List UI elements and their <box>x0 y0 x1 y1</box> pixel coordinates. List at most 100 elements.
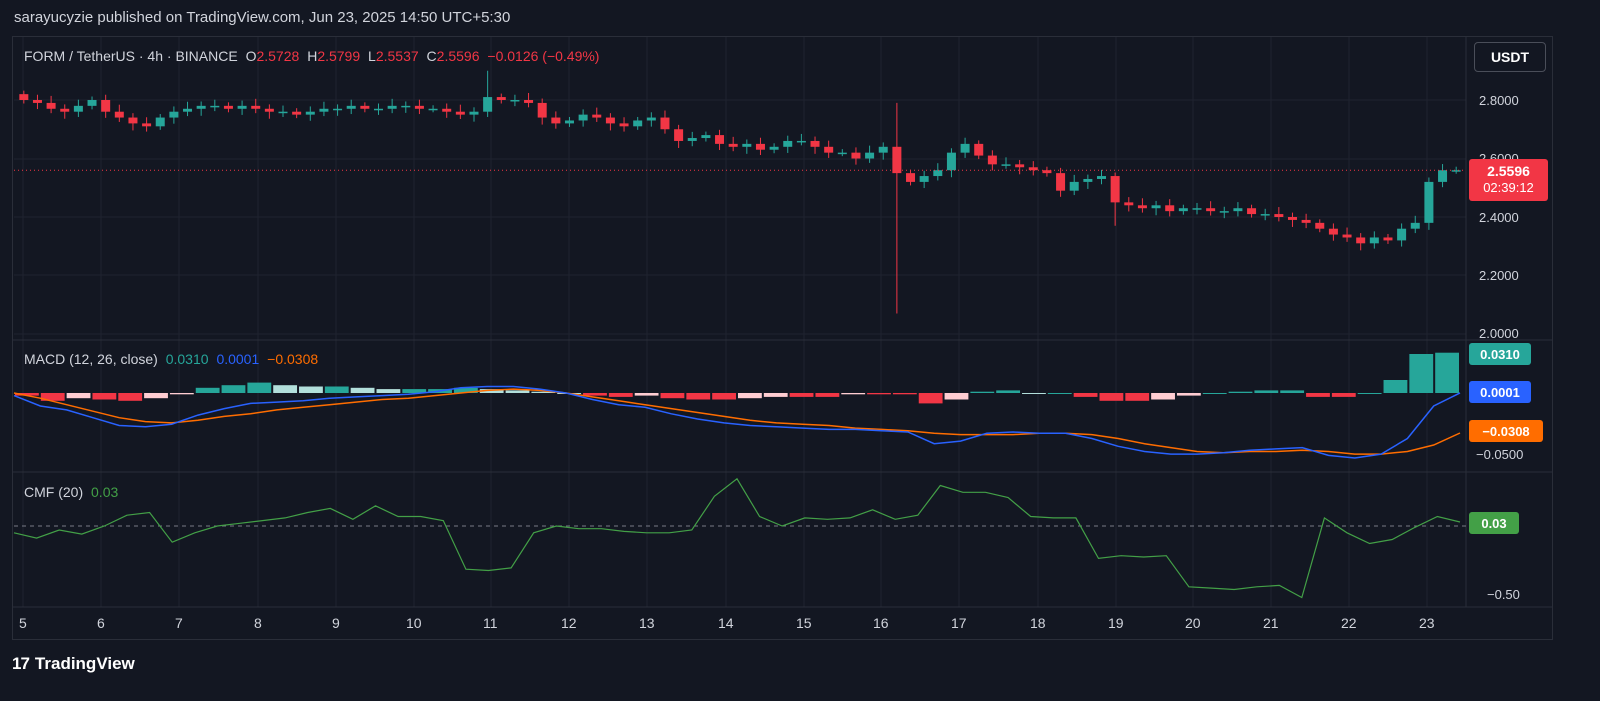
candle-body <box>687 138 697 141</box>
macd-signal-badge: −0.0308 <box>1469 420 1543 442</box>
candle-body <box>1438 170 1448 182</box>
candle-body <box>264 108 274 112</box>
candle-body <box>646 117 656 121</box>
candle-body <box>906 173 916 182</box>
macd-hist-bar <box>350 387 375 393</box>
candle-body <box>210 105 220 108</box>
candle-body <box>237 105 247 109</box>
candle-body <box>769 146 779 150</box>
macd-hist-bar <box>1357 393 1382 394</box>
candle-body <box>1287 217 1297 220</box>
candle-body <box>60 108 70 112</box>
open-value: 2.5728 <box>256 48 300 64</box>
price-axis-label: 2.2000 <box>1479 268 1519 283</box>
macd-hist-bar <box>324 386 349 393</box>
macd-hist-bar <box>479 389 504 393</box>
cmf-legend[interactable]: CMF (20) 0.03 <box>24 484 122 500</box>
close-value: 2.5596 <box>436 48 480 64</box>
candle-body <box>1178 208 1188 212</box>
macd-hist-bar <box>118 393 143 401</box>
tradingview-footer-logo[interactable]: 17 TradingView <box>12 654 135 674</box>
candle-body <box>442 108 452 112</box>
candle-body <box>373 108 384 111</box>
macd-hist-bar <box>583 393 607 396</box>
macd-hist-bar <box>996 390 1021 393</box>
candle-body <box>1424 181 1434 223</box>
symbol-legend[interactable]: FORM / TetherUS · 4h · BINANCE O2.5728 H… <box>24 48 603 64</box>
symbol-name[interactable]: FORM / TetherUS · 4h · BINANCE <box>24 48 238 64</box>
candle-body <box>865 152 875 159</box>
macd-hist-bar <box>299 386 323 393</box>
candle-body <box>1274 214 1284 217</box>
price-axis-label: 2.4000 <box>1479 210 1519 225</box>
macd-hist-bar <box>815 393 840 397</box>
macd-hist-bar <box>195 387 220 393</box>
candle-body <box>742 143 752 147</box>
tradingview-logo-icon: 17 <box>12 654 30 673</box>
candle-body <box>1247 208 1257 215</box>
currency-button[interactable]: USDT <box>1474 42 1546 72</box>
candle-body <box>960 143 970 153</box>
current-price: 2.5596 <box>1487 163 1530 179</box>
candle-body <box>1110 176 1120 203</box>
cmf-value: 0.03 <box>91 484 119 500</box>
candle-body <box>1410 222 1420 229</box>
candle-body <box>919 176 929 182</box>
grid-lines <box>12 37 1552 608</box>
macd-hist-bar <box>273 385 298 393</box>
candle-body <box>796 140 806 143</box>
macd-hist-bar <box>1099 393 1124 401</box>
candle-body <box>428 108 438 111</box>
candle-body <box>619 123 629 127</box>
candle-body <box>892 146 902 174</box>
macd-line-badge: 0.0001 <box>1469 381 1531 403</box>
candle-body <box>414 105 424 109</box>
candle-body <box>946 152 956 171</box>
macd-hist-bar <box>1435 352 1459 393</box>
time-axis-label: 21 <box>1263 615 1279 631</box>
change-value: −0.0126 (−0.49%) <box>487 48 600 64</box>
candle-body <box>401 105 411 108</box>
candle-body <box>142 123 152 127</box>
macd-hist-bar <box>634 393 659 396</box>
time-axis-label: 6 <box>97 615 105 631</box>
macd-hist-bar <box>738 393 762 399</box>
price-axis-label: 2.0000 <box>1479 326 1519 341</box>
candle-body <box>1192 208 1202 210</box>
candle-body <box>32 100 42 103</box>
macd-hist-bar <box>763 393 788 397</box>
candle-body <box>715 135 725 144</box>
macd-hist-bar <box>40 393 65 401</box>
candle-body <box>46 102 56 109</box>
candle-body <box>933 170 943 177</box>
macd-hist-value: 0.0310 <box>165 351 209 367</box>
time-axis-label: 15 <box>796 615 812 631</box>
candle-body <box>1301 219 1311 223</box>
candle-body <box>1383 237 1393 241</box>
candle-body <box>660 117 670 130</box>
macd-line <box>13 385 1461 459</box>
candle-body <box>1015 164 1025 168</box>
macd-legend[interactable]: MACD (12, 26, close) 0.0310 0.0001 −0.03… <box>24 351 322 367</box>
candle-body <box>1451 170 1461 172</box>
candle-body <box>183 108 193 112</box>
candle-body <box>974 143 984 156</box>
cmf-indicator-name[interactable]: CMF (20) <box>24 484 84 500</box>
candle-body <box>987 155 997 165</box>
cmf-badge: 0.03 <box>1469 512 1519 534</box>
candle-body <box>674 129 684 141</box>
macd-hist-bar <box>608 393 633 397</box>
time-axis-label: 13 <box>639 615 655 631</box>
macd-hist-bar <box>376 389 401 393</box>
candle-body <box>605 117 615 124</box>
macd-hist-badge: 0.0310 <box>1469 343 1531 365</box>
candle-body <box>1219 211 1229 213</box>
macd-hist-bar <box>1047 393 1072 394</box>
macd-hist-bar <box>1202 393 1227 394</box>
macd-hist-bar <box>1125 393 1150 401</box>
macd-signal-line <box>13 388 1461 455</box>
macd-hist-bar <box>144 393 168 399</box>
candle-body <box>510 100 520 102</box>
macd-indicator-name[interactable]: MACD (12, 26, close) <box>24 351 158 367</box>
